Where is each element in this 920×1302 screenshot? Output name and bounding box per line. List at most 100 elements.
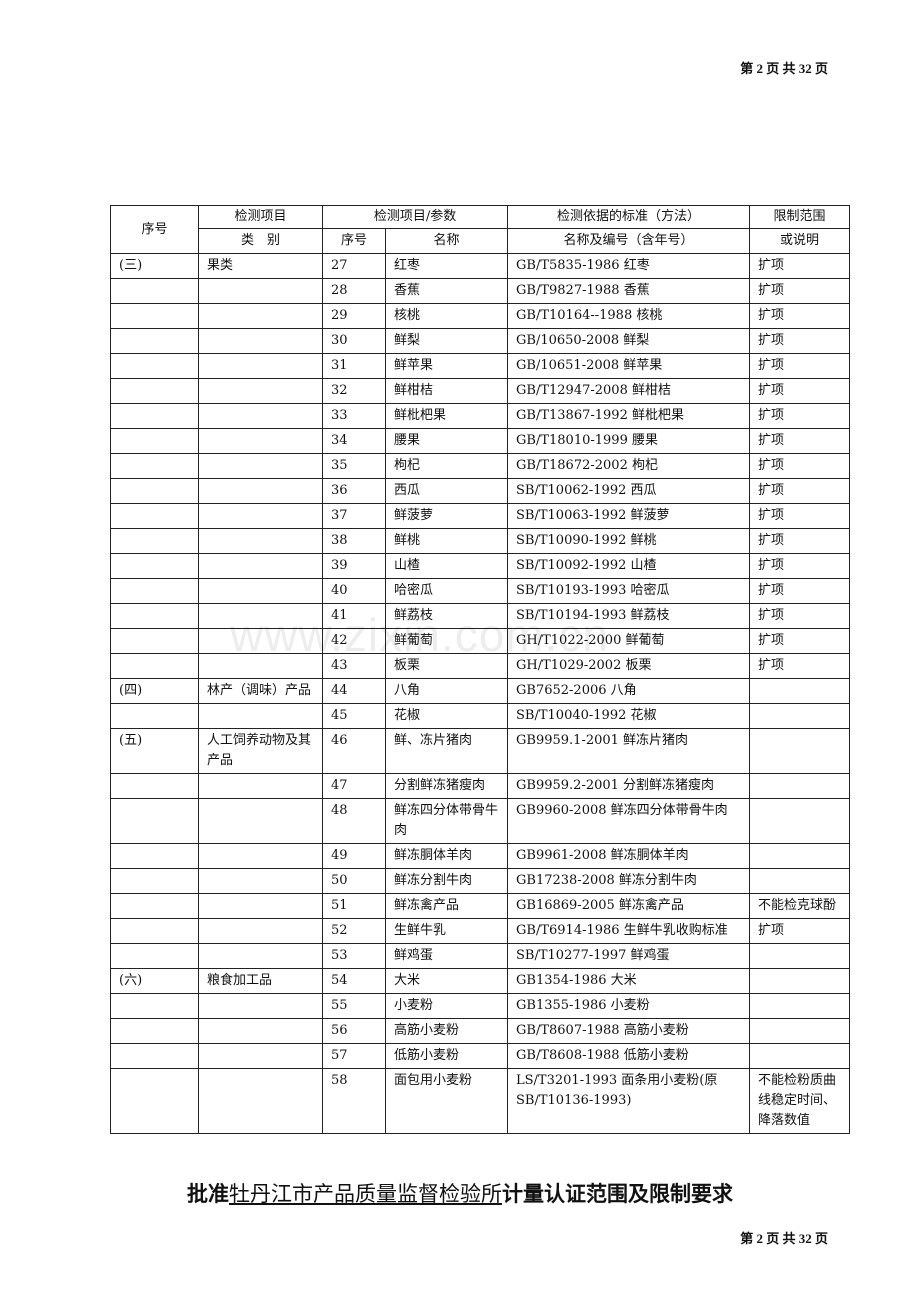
cell-item-no: 38 <box>322 528 386 554</box>
cell-category <box>198 378 323 404</box>
cell-category-no <box>110 1043 199 1069</box>
header-seq: 序号 <box>110 205 199 254</box>
table-row: 29 核桃 GB/T10164--1988 核桃 扩项 <box>110 303 851 329</box>
cell-item-name: 鲜桃 <box>384 528 509 554</box>
table-row: 55 小麦粉 GB1355-1986 小麦粉 <box>110 993 851 1019</box>
cell-limit <box>749 868 851 894</box>
cell-item-no: 50 <box>322 868 386 894</box>
cell-item-name: 高筋小麦粉 <box>384 1018 509 1044</box>
cell-standard: GB/T9827-1988 香蕉 <box>507 278 751 304</box>
cell-item-no: 47 <box>322 773 386 799</box>
cell-limit: 扩项 <box>749 918 851 944</box>
cell-category <box>198 868 323 894</box>
cell-standard: GB/T6914-1986 生鲜牛乳收购标准 <box>507 918 751 944</box>
cell-standard: GH/T1022-2000 鲜葡萄 <box>507 628 751 654</box>
cell-item-no: 37 <box>322 503 386 529</box>
cell-limit: 扩项 <box>749 603 851 629</box>
organization-name: 牡丹江市产品质量监督检验所 <box>229 1182 502 1206</box>
cell-limit <box>749 728 851 774</box>
cell-item-name: 鲜梨 <box>384 328 509 354</box>
cell-category-no <box>110 328 199 354</box>
cell-category-no <box>110 868 199 894</box>
cell-limit: 扩项 <box>749 403 851 429</box>
table-row: 43 板栗 GH/T1029-2002 板栗 扩项 <box>110 653 851 679</box>
cell-limit: 不能检粉质曲线稳定时间、降落数值 <box>749 1068 851 1134</box>
cell-category <box>198 503 323 529</box>
cell-item-no: 46 <box>322 728 386 774</box>
table-row: 56 高筋小麦粉 GB/T8607-1988 高筋小麦粉 <box>110 1018 851 1044</box>
cell-category <box>198 553 323 579</box>
cell-category <box>198 578 323 604</box>
cell-category <box>198 798 323 844</box>
cell-category-no <box>110 278 199 304</box>
cell-category <box>198 943 323 969</box>
cell-standard: GB/T8608-1988 低筋小麦粉 <box>507 1043 751 1069</box>
cell-limit <box>749 798 851 844</box>
cell-limit <box>749 968 851 994</box>
cell-item-name: 面包用小麦粉 <box>384 1068 509 1134</box>
cell-item-no: 58 <box>322 1068 386 1134</box>
table-row: 52 生鲜牛乳 GB/T6914-1986 生鲜牛乳收购标准 扩项 <box>110 918 851 944</box>
cell-category-no: (六) <box>110 968 199 994</box>
cell-category: 果类 <box>198 253 323 279</box>
cell-limit: 扩项 <box>749 628 851 654</box>
table-row: 30 鲜梨 GB/10650-2008 鲜梨 扩项 <box>110 328 851 354</box>
cell-item-no: 36 <box>322 478 386 504</box>
cell-limit: 扩项 <box>749 478 851 504</box>
cell-category-no: (四) <box>110 678 199 704</box>
cell-limit <box>749 1018 851 1044</box>
cell-item-no: 31 <box>322 353 386 379</box>
cell-category-no <box>110 378 199 404</box>
cell-limit: 扩项 <box>749 528 851 554</box>
cell-item-name: 鲜柑桔 <box>384 378 509 404</box>
table-row: 37 鲜菠萝 SB/T10063-1992 鲜菠萝 扩项 <box>110 503 851 529</box>
table-row: 31 鲜苹果 GB/10651-2008 鲜苹果 扩项 <box>110 353 851 379</box>
cell-standard: SB/T10040-1992 花椒 <box>507 703 751 729</box>
cell-limit <box>749 843 851 869</box>
table-row: 48 鲜冻四分体带骨牛肉 GB9960-2008 鲜冻四分体带骨牛肉 <box>110 798 851 844</box>
table-row: 53 鲜鸡蛋 SB/T10277-1997 鲜鸡蛋 <box>110 943 851 969</box>
cell-standard: GB16869-2005 鲜冻禽产品 <box>507 893 751 919</box>
cell-standard: GB17238-2008 鲜冻分割牛肉 <box>507 868 751 894</box>
cell-standard: GB1354-1986 大米 <box>507 968 751 994</box>
cell-category <box>198 428 323 454</box>
header-standard-sub: 名称及编号（含年号） <box>507 228 751 254</box>
table-row: (四) 林产（调味）产品 44 八角 GB7652-2006 八角 <box>110 678 851 704</box>
table-row: 49 鲜冻胴体羊肉 GB9961-2008 鲜冻胴体羊肉 <box>110 843 851 869</box>
cell-item-name: 鲜冻禽产品 <box>384 893 509 919</box>
cell-item-name: 鲜、冻片猪肉 <box>384 728 509 774</box>
cell-limit: 扩项 <box>749 453 851 479</box>
cell-item-name: 香蕉 <box>384 278 509 304</box>
cell-category <box>198 1043 323 1069</box>
cell-item-name: 板栗 <box>384 653 509 679</box>
cell-standard: GB9960-2008 鲜冻四分体带骨牛肉 <box>507 798 751 844</box>
cell-item-no: 28 <box>322 278 386 304</box>
cell-category <box>198 773 323 799</box>
cell-item-name: 鲜菠萝 <box>384 503 509 529</box>
cell-item-no: 35 <box>322 453 386 479</box>
cell-category-no <box>110 773 199 799</box>
cell-limit <box>749 703 851 729</box>
cell-item-name: 哈密瓜 <box>384 578 509 604</box>
cell-item-name: 西瓜 <box>384 478 509 504</box>
cell-item-name: 腰果 <box>384 428 509 454</box>
cell-category <box>198 1018 323 1044</box>
cell-item-no: 56 <box>322 1018 386 1044</box>
cell-item-name: 分割鲜冻猪瘦肉 <box>384 773 509 799</box>
cell-standard: GB/T13867-1992 鲜枇杷果 <box>507 403 751 429</box>
table-row: 28 香蕉 GB/T9827-1988 香蕉 扩项 <box>110 278 851 304</box>
cell-limit: 扩项 <box>749 503 851 529</box>
cell-item-no: 27 <box>322 253 386 279</box>
cell-item-no: 30 <box>322 328 386 354</box>
table-row: 33 鲜枇杷果 GB/T13867-1992 鲜枇杷果 扩项 <box>110 403 851 429</box>
cell-limit: 扩项 <box>749 253 851 279</box>
cell-item-no: 45 <box>322 703 386 729</box>
cell-standard: GB/T10164--1988 核桃 <box>507 303 751 329</box>
cell-standard: GB/T18672-2002 枸杞 <box>507 453 751 479</box>
cell-item-name: 八角 <box>384 678 509 704</box>
cell-item-no: 39 <box>322 553 386 579</box>
cell-item-no: 42 <box>322 628 386 654</box>
cell-standard: SB/T10193-1993 哈密瓜 <box>507 578 751 604</box>
cell-limit: 扩项 <box>749 353 851 379</box>
